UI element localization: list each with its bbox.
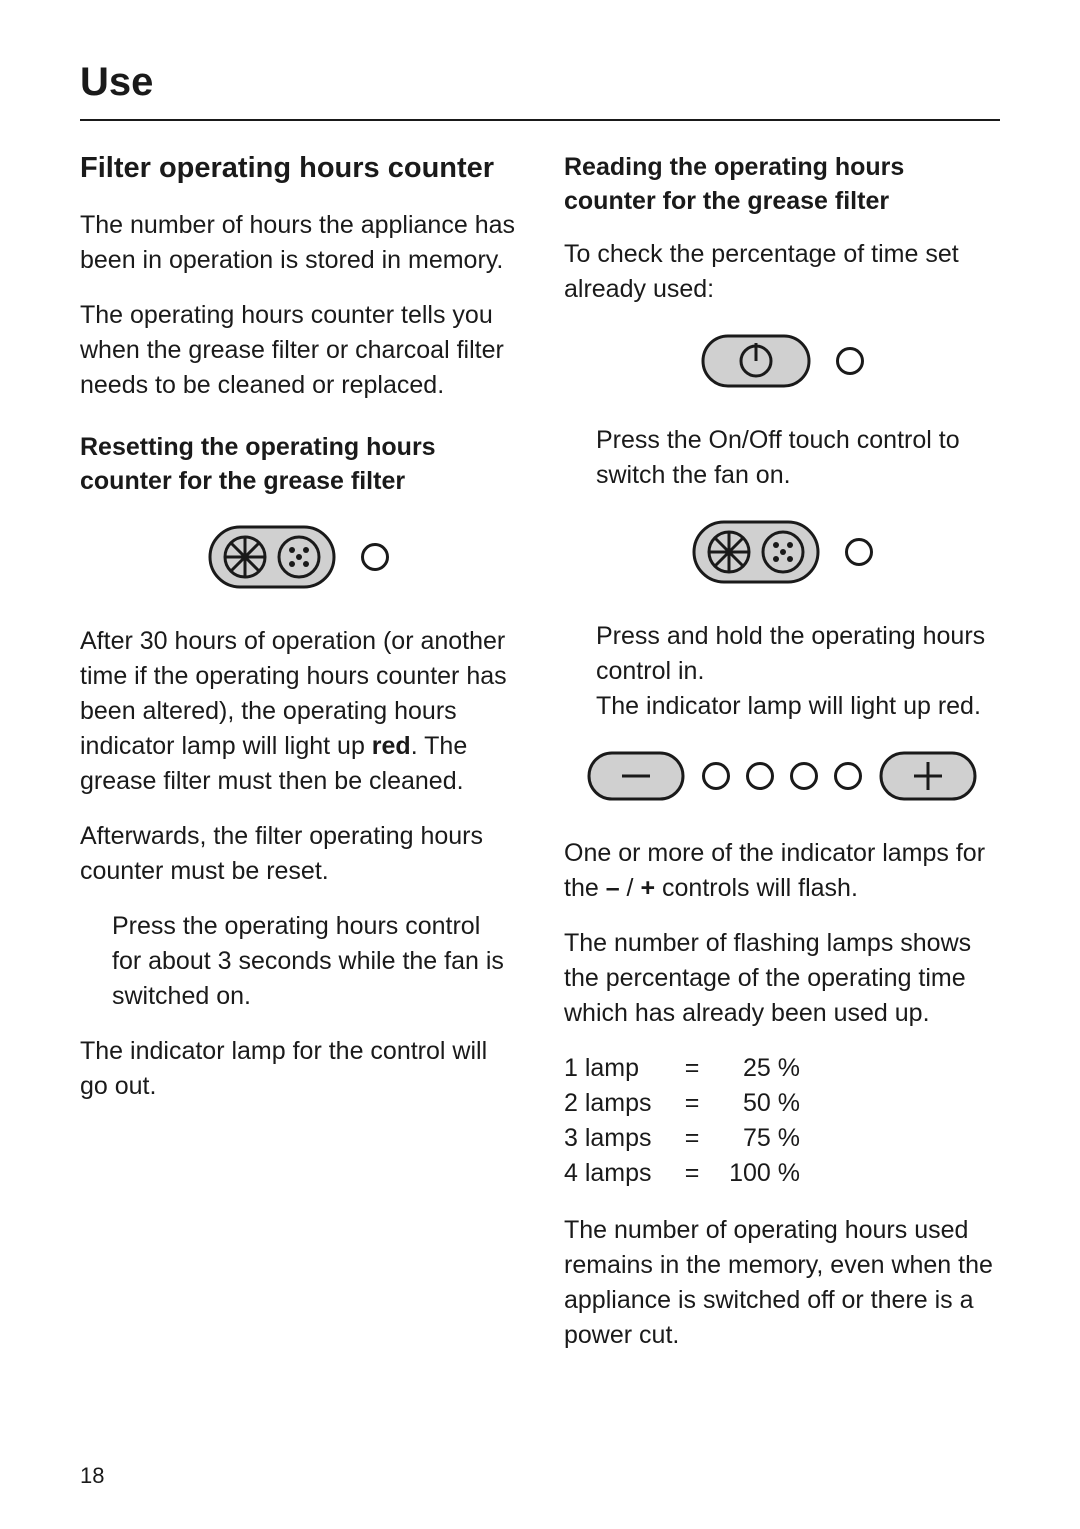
indicator-led-icon bbox=[702, 762, 730, 790]
cell-val: 100 % bbox=[710, 1156, 800, 1191]
table-row: 2 lamps = 50 % bbox=[564, 1086, 1000, 1121]
paragraph: The number of flashing lamps shows the p… bbox=[564, 926, 1000, 1031]
indicator-led-icon bbox=[836, 347, 864, 375]
figure-level-controls bbox=[564, 750, 1000, 802]
table-row: 3 lamps = 75 % bbox=[564, 1121, 1000, 1156]
cell-eq: = bbox=[674, 1086, 710, 1121]
cell-eq: = bbox=[674, 1121, 710, 1156]
page-number: 18 bbox=[80, 1463, 104, 1489]
section-heading: Filter operating hours counter bbox=[80, 151, 516, 186]
filter-control-icon bbox=[207, 524, 337, 590]
figure-filter-control bbox=[564, 519, 1000, 585]
left-column: Filter operating hours counter The numbe… bbox=[80, 151, 516, 1373]
figure-power-control bbox=[564, 333, 1000, 389]
subheading-reset: Resetting the operating hours counter fo… bbox=[80, 431, 516, 499]
paragraph: The operating hours counter tells you wh… bbox=[80, 298, 516, 403]
text-bold: red bbox=[372, 732, 411, 760]
power-control-icon bbox=[700, 333, 812, 389]
cell-eq: = bbox=[674, 1156, 710, 1191]
paragraph: The indicator lamp for the control will … bbox=[80, 1034, 516, 1104]
cell-label: 2 lamps bbox=[564, 1086, 674, 1121]
indicator-led-icon bbox=[361, 543, 389, 571]
indicator-led-icon bbox=[746, 762, 774, 790]
text: Press and hold the operating hours contr… bbox=[596, 619, 1000, 689]
table-row: 1 lamp = 25 % bbox=[564, 1051, 1000, 1086]
lamps-table: 1 lamp = 25 % 2 lamps = 50 % 3 lamps = 7… bbox=[564, 1051, 1000, 1191]
paragraph: The number of operating hours used remai… bbox=[564, 1213, 1000, 1353]
text: controls will flash. bbox=[655, 874, 858, 902]
paragraph: To check the percentage of time set alre… bbox=[564, 237, 1000, 307]
paragraph: One or more of the indicator lamps for t… bbox=[564, 836, 1000, 906]
page-title: Use bbox=[80, 60, 1000, 105]
right-column: Reading the operating hours counter for … bbox=[564, 151, 1000, 1373]
text: The indicator lamp will light up red. bbox=[596, 689, 1000, 724]
paragraph: After 30 hours of operation (or another … bbox=[80, 624, 516, 799]
text-bold: – bbox=[606, 874, 620, 902]
minus-control-icon bbox=[586, 750, 686, 802]
indicator-led-icon bbox=[790, 762, 818, 790]
cell-label: 4 lamps bbox=[564, 1156, 674, 1191]
text: / bbox=[620, 874, 641, 902]
manual-page: Use Filter operating hours counter The n… bbox=[0, 0, 1080, 1529]
instruction-step: Press the operating hours control for ab… bbox=[80, 909, 516, 1014]
two-column-layout: Filter operating hours counter The numbe… bbox=[80, 151, 1000, 1373]
text-bold: + bbox=[640, 874, 655, 902]
figure-filter-control bbox=[80, 524, 516, 590]
cell-val: 75 % bbox=[710, 1121, 800, 1156]
cell-eq: = bbox=[674, 1051, 710, 1086]
table-row: 4 lamps = 100 % bbox=[564, 1156, 1000, 1191]
subheading-reading: Reading the operating hours counter for … bbox=[564, 151, 1000, 219]
indicator-led-icon bbox=[845, 538, 873, 566]
instruction-step: Press and hold the operating hours contr… bbox=[564, 619, 1000, 724]
paragraph: Afterwards, the filter operating hours c… bbox=[80, 819, 516, 889]
plus-control-icon bbox=[878, 750, 978, 802]
cell-label: 3 lamps bbox=[564, 1121, 674, 1156]
cell-label: 1 lamp bbox=[564, 1051, 674, 1086]
cell-val: 50 % bbox=[710, 1086, 800, 1121]
indicator-led-icon bbox=[834, 762, 862, 790]
cell-val: 25 % bbox=[710, 1051, 800, 1086]
paragraph: The number of hours the appliance has be… bbox=[80, 208, 516, 278]
header-rule bbox=[80, 119, 1000, 121]
instruction-step: Press the On/Off touch control to switch… bbox=[564, 423, 1000, 493]
filter-control-icon bbox=[691, 519, 821, 585]
